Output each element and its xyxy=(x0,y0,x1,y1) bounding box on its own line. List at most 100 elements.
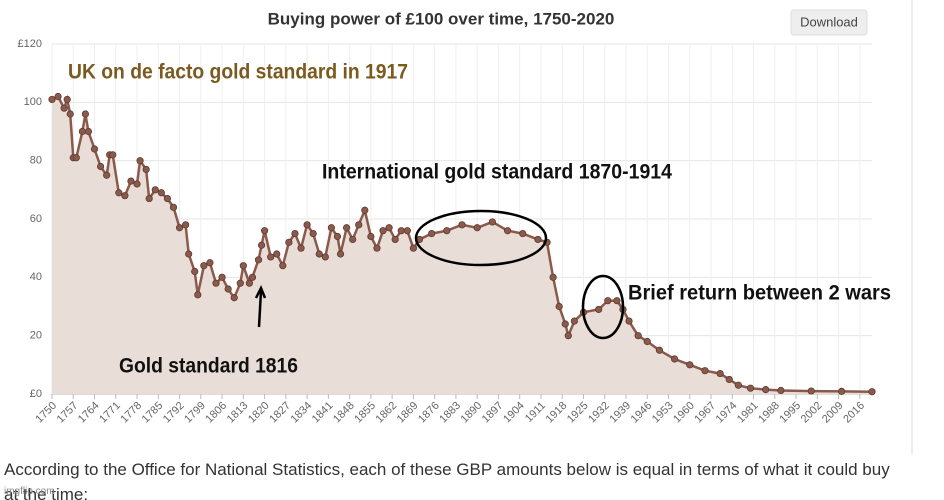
x-tick-label: 2002 xyxy=(799,400,825,426)
x-tick-label: 1925 xyxy=(565,400,591,426)
x-tick-label: 1855 xyxy=(352,400,378,426)
point xyxy=(549,273,557,281)
point xyxy=(175,224,184,232)
point xyxy=(443,227,451,235)
point xyxy=(303,221,311,229)
note: According to the Office for National Sta… xyxy=(4,460,890,500)
point xyxy=(327,224,336,232)
point xyxy=(336,250,345,258)
point xyxy=(212,279,220,287)
area xyxy=(52,96,872,394)
point xyxy=(643,337,651,346)
point xyxy=(488,218,496,226)
annotation: International gold standard 1870-1914 xyxy=(322,161,672,184)
point xyxy=(127,177,135,185)
point xyxy=(206,259,214,267)
point xyxy=(54,92,62,101)
point xyxy=(385,224,393,232)
point xyxy=(169,203,178,211)
point xyxy=(109,151,117,159)
point xyxy=(194,291,202,299)
x-tick-label: 1750 xyxy=(33,400,59,426)
x-tick-label: 1890 xyxy=(459,400,485,426)
point xyxy=(397,227,405,235)
point xyxy=(361,206,369,214)
download-button[interactable] xyxy=(790,9,868,36)
point xyxy=(391,235,399,244)
point xyxy=(428,229,436,238)
y-tick-label: 100 xyxy=(24,96,42,108)
point xyxy=(309,229,317,238)
annotation: UK on de facto gold standard in 1917 xyxy=(68,61,408,84)
point xyxy=(236,279,244,287)
point xyxy=(248,273,257,281)
point xyxy=(60,104,68,112)
point xyxy=(163,194,172,203)
x-tick-label: 1785 xyxy=(140,400,166,426)
point xyxy=(670,355,679,363)
x-tick-label: 1799 xyxy=(182,400,208,426)
point xyxy=(367,232,375,241)
y-tick-label: 60 xyxy=(30,213,42,225)
x-tick-label: 1883 xyxy=(437,400,463,426)
point xyxy=(133,180,141,188)
x-tick-label: 1953 xyxy=(650,400,676,426)
point xyxy=(342,224,351,232)
point xyxy=(96,162,105,171)
point xyxy=(409,244,418,252)
point xyxy=(257,241,266,249)
point xyxy=(200,262,208,270)
point xyxy=(191,267,199,276)
chart: Buying power of £100 over time, 1750-202… xyxy=(18,0,913,455)
highlight-ellipse xyxy=(414,209,548,267)
point xyxy=(373,244,381,252)
x-tick-label: 1918 xyxy=(544,400,570,426)
plot: £0 20 40 60 80 100 £120 17501757176417711778178… xyxy=(18,38,876,426)
point xyxy=(260,227,269,235)
point xyxy=(503,227,512,235)
y-tick-label: 20 xyxy=(30,330,42,342)
point xyxy=(333,232,342,241)
x-tick-label: 1995 xyxy=(777,400,803,426)
point xyxy=(570,317,578,325)
x-tick-label: 1806 xyxy=(203,400,229,426)
point xyxy=(157,189,165,197)
point xyxy=(66,110,74,118)
highlight-ellipse xyxy=(581,274,625,340)
x-tick-label: 1967 xyxy=(692,400,718,426)
point xyxy=(701,367,709,375)
point xyxy=(121,192,129,200)
point xyxy=(142,165,150,174)
y-tick-label: £0 xyxy=(30,388,42,400)
point xyxy=(519,229,527,238)
x-tick-label: 1757 xyxy=(55,400,81,426)
x-tick-label: 1778 xyxy=(118,400,144,426)
x-tick-label: 1869 xyxy=(395,400,421,426)
point xyxy=(273,250,281,258)
point xyxy=(218,273,226,281)
point xyxy=(534,235,542,244)
point xyxy=(245,279,254,287)
point xyxy=(291,229,299,238)
point xyxy=(279,262,287,270)
point xyxy=(81,110,90,118)
x-tick-label: 1876 xyxy=(416,400,442,426)
point xyxy=(285,238,293,246)
point xyxy=(90,145,99,153)
x-tick-label: 1960 xyxy=(671,400,697,426)
chart-title: Buying power of £100 over time, 1750-202… xyxy=(268,9,615,28)
point xyxy=(185,250,193,258)
x-tick-label: 1932 xyxy=(586,400,612,426)
point xyxy=(807,387,815,395)
x-tick-label: 1981 xyxy=(735,400,761,426)
annotation: Gold standard 1816 xyxy=(119,355,298,378)
point xyxy=(267,253,275,261)
point xyxy=(84,127,93,136)
point xyxy=(48,95,56,104)
point xyxy=(321,253,329,261)
download-label[interactable]: Download xyxy=(800,14,858,29)
x-tick-label: 1988 xyxy=(756,400,782,426)
arrow xyxy=(257,290,263,328)
x-tick-label: 1841 xyxy=(310,400,336,426)
point xyxy=(136,157,144,165)
